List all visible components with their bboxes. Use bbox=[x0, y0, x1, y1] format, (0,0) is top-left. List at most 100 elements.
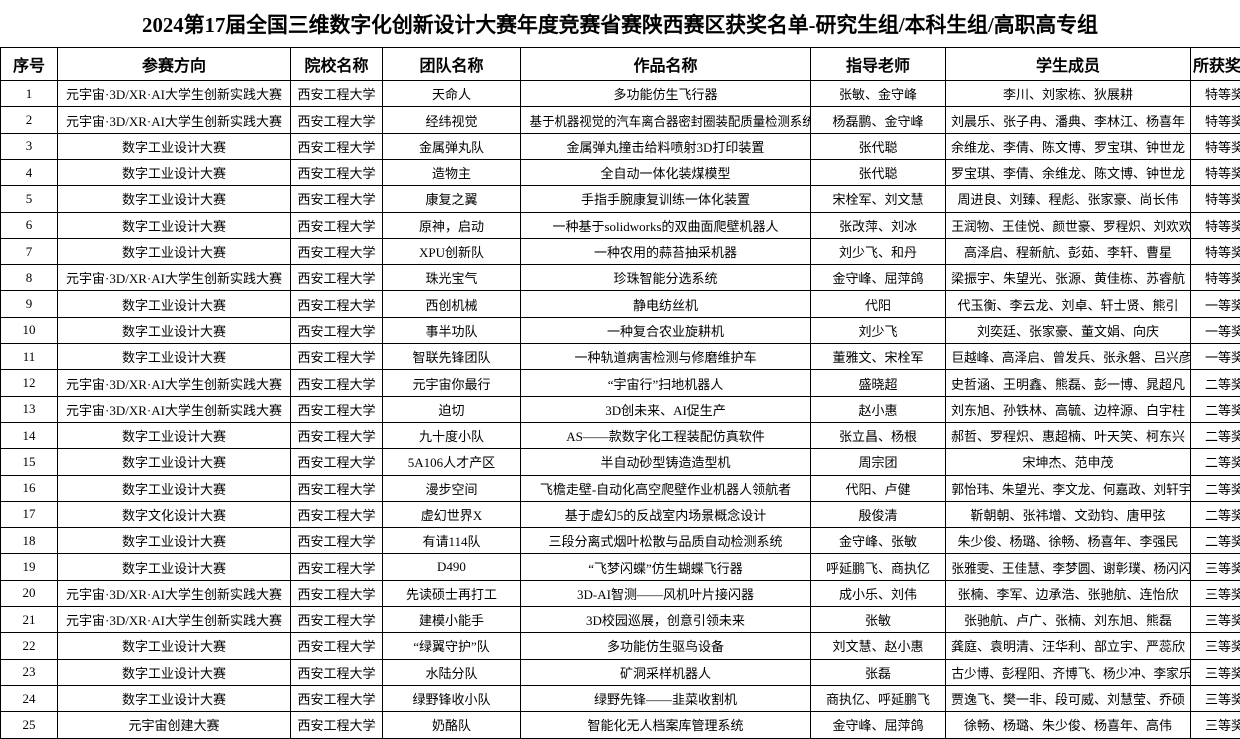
cell-team: 康复之翼 bbox=[383, 186, 521, 212]
cell-direction: 元宇宙·3D/XR·AI大学生创新实践大赛 bbox=[58, 81, 291, 107]
cell-students: 史哲涵、王明鑫、熊磊、彭一博、晁超凡 bbox=[946, 370, 1191, 396]
cell-students: 代玉衡、李云龙、刘卓、轩士贤、熊引 bbox=[946, 291, 1191, 317]
cell-team-text: 珠光宝气 bbox=[425, 268, 477, 287]
cell-school-text: 西安工程大学 bbox=[297, 347, 375, 366]
cell-direction: 数字工业设计大赛 bbox=[58, 554, 291, 580]
cell-work: 手指手腕康复训练一体化装置 bbox=[521, 186, 811, 212]
cell-direction-text: 数字工业设计大赛 bbox=[122, 216, 226, 235]
cell-teacher-text: 张立昌、杨根 bbox=[839, 426, 917, 445]
cell-team: D490 bbox=[383, 554, 521, 580]
cell-work: 珍珠智能分选系统 bbox=[521, 265, 811, 291]
cell-school: 西安工程大学 bbox=[291, 396, 383, 422]
cell-award: 二等奖 bbox=[1191, 396, 1240, 422]
cell-students: 靳朝朝、张祎增、文劲钧、唐甲弦 bbox=[946, 501, 1191, 527]
cell-award: 二等奖 bbox=[1191, 370, 1240, 396]
cell-work: 静电纺丝机 bbox=[521, 291, 811, 317]
cell-team-text: 虚幻世界X bbox=[421, 505, 482, 524]
cell-index-text: 14 bbox=[23, 428, 36, 444]
cell-team-text: 造物主 bbox=[432, 163, 471, 182]
cell-teacher: 赵小惠 bbox=[811, 396, 946, 422]
cell-students: 王润物、王佳悦、颜世豪、罗程炽、刘欢欢 bbox=[946, 212, 1191, 238]
cell-school-text: 西安工程大学 bbox=[297, 610, 375, 629]
cell-teacher-text: 张改萍、刘冰 bbox=[839, 216, 917, 235]
cell-teacher: 代阳、卢健 bbox=[811, 475, 946, 501]
column-header-index: 序号 bbox=[1, 48, 58, 81]
cell-school: 西安工程大学 bbox=[291, 265, 383, 291]
cell-work-text: 基于机器视觉的汽车离合器密封圈装配质量检测系统 bbox=[530, 111, 802, 130]
cell-students: 古少博、彭程阳、齐博飞、杨少冲、李家乐 bbox=[946, 659, 1191, 685]
cell-award-text: 二等奖 bbox=[1205, 505, 1240, 524]
cell-work-text: 半自动砂型铸造造型机 bbox=[600, 452, 730, 471]
cell-direction: 元宇宙·3D/XR·AI大学生创新实践大赛 bbox=[58, 265, 291, 291]
cell-work-text: 飞檐走壁-自动化高空爬壁作业机器人领航者 bbox=[540, 479, 791, 498]
cell-index-text: 11 bbox=[23, 349, 36, 365]
cell-direction-text: 数字工业设计大赛 bbox=[122, 137, 226, 156]
cell-team-text: 经纬视觉 bbox=[425, 111, 477, 130]
cell-students-text: 古少博、彭程阳、齐博飞、杨少冲、李家乐 bbox=[951, 663, 1184, 682]
table-header-row: 序号 参赛方向 院校名称 团队名称 作品名称 指导老师 学生成员 所获奖项 bbox=[1, 48, 1240, 81]
cell-team-text: 元宇宙你最行 bbox=[412, 374, 490, 393]
cell-team-text: 有请114队 bbox=[422, 531, 480, 550]
cell-teacher: 张代聪 bbox=[811, 133, 946, 159]
cell-direction: 元宇宙·3D/XR·AI大学生创新实践大赛 bbox=[58, 607, 291, 633]
cell-teacher: 张立昌、杨根 bbox=[811, 422, 946, 448]
cell-award-text: 一等奖 bbox=[1205, 295, 1240, 314]
cell-index: 24 bbox=[1, 685, 58, 711]
cell-work-text: 一种复合农业旋耕机 bbox=[607, 321, 724, 340]
cell-teacher-text: 杨磊鹏、金守峰 bbox=[832, 111, 923, 130]
cell-work: 绿野先锋——韭菜收割机 bbox=[521, 685, 811, 711]
cell-school-text: 西安工程大学 bbox=[297, 505, 375, 524]
cell-award: 特等奖 bbox=[1191, 265, 1240, 291]
cell-work-text: 绿野先锋——韭菜收割机 bbox=[594, 689, 737, 708]
cell-team: 造物主 bbox=[383, 159, 521, 185]
cell-index-text: 18 bbox=[23, 533, 36, 549]
cell-teacher-text: 代阳 bbox=[865, 295, 891, 314]
cell-award-text: 二等奖 bbox=[1205, 531, 1240, 550]
cell-teacher-text: 金守峰、张敏 bbox=[839, 531, 917, 550]
cell-award: 三等奖 bbox=[1191, 554, 1240, 580]
cell-index-text: 3 bbox=[26, 138, 33, 154]
cell-students: 郭怡玮、朱望光、李文龙、何嘉政、刘轩宇 bbox=[946, 475, 1191, 501]
cell-work: 全自动一体化装煤模型 bbox=[521, 159, 811, 185]
cell-award: 二等奖 bbox=[1191, 475, 1240, 501]
cell-school: 西安工程大学 bbox=[291, 501, 383, 527]
cell-award: 特等奖 bbox=[1191, 133, 1240, 159]
cell-award-text: 二等奖 bbox=[1205, 374, 1240, 393]
cell-team: 珠光宝气 bbox=[383, 265, 521, 291]
cell-work: 多功能仿生驱鸟设备 bbox=[521, 633, 811, 659]
cell-teacher-text: 盛晓超 bbox=[858, 374, 897, 393]
cell-index: 16 bbox=[1, 475, 58, 501]
cell-index: 8 bbox=[1, 265, 58, 291]
cell-teacher-text: 金守峰、屈萍鸽 bbox=[832, 268, 923, 287]
cell-award-text: 三等奖 bbox=[1205, 558, 1240, 577]
cell-students-text: 张楠、李军、边承浩、张驰航、连怡欣 bbox=[957, 584, 1178, 603]
cell-award-text: 特等奖 bbox=[1205, 268, 1240, 287]
cell-direction: 数字工业设计大赛 bbox=[58, 685, 291, 711]
cell-index-text: 1 bbox=[26, 86, 33, 102]
cell-teacher: 金守峰、张敏 bbox=[811, 528, 946, 554]
cell-students: 刘东旭、孙铁林、高毓、边梓源、白宇柱 bbox=[946, 396, 1191, 422]
cell-students: 刘晨乐、张子冉、潘典、李林江、杨喜年 bbox=[946, 107, 1191, 133]
cell-work: 基于虚幻5的反战室内场景概念设计 bbox=[521, 501, 811, 527]
cell-team: 元宇宙你最行 bbox=[383, 370, 521, 396]
cell-direction: 数字工业设计大赛 bbox=[58, 186, 291, 212]
cell-index-text: 25 bbox=[23, 717, 36, 733]
cell-award-text: 特等奖 bbox=[1205, 242, 1240, 261]
cell-award-text: 特等奖 bbox=[1205, 137, 1240, 156]
cell-award-text: 三等奖 bbox=[1205, 636, 1240, 655]
cell-students-text: 朱少俊、杨璐、徐畅、杨喜年、李强民 bbox=[957, 531, 1178, 550]
cell-award: 二等奖 bbox=[1191, 422, 1240, 448]
cell-students-text: 张驰航、卢广、张楠、刘东旭、熊磊 bbox=[964, 610, 1172, 629]
cell-students: 龚庭、袁明清、汪华利、部立宇、严蕊欣 bbox=[946, 633, 1191, 659]
cell-school: 西安工程大学 bbox=[291, 291, 383, 317]
cell-award: 三等奖 bbox=[1191, 659, 1240, 685]
cell-students: 张驰航、卢广、张楠、刘东旭、熊磊 bbox=[946, 607, 1191, 633]
cell-school: 西安工程大学 bbox=[291, 317, 383, 343]
cell-index: 15 bbox=[1, 449, 58, 475]
